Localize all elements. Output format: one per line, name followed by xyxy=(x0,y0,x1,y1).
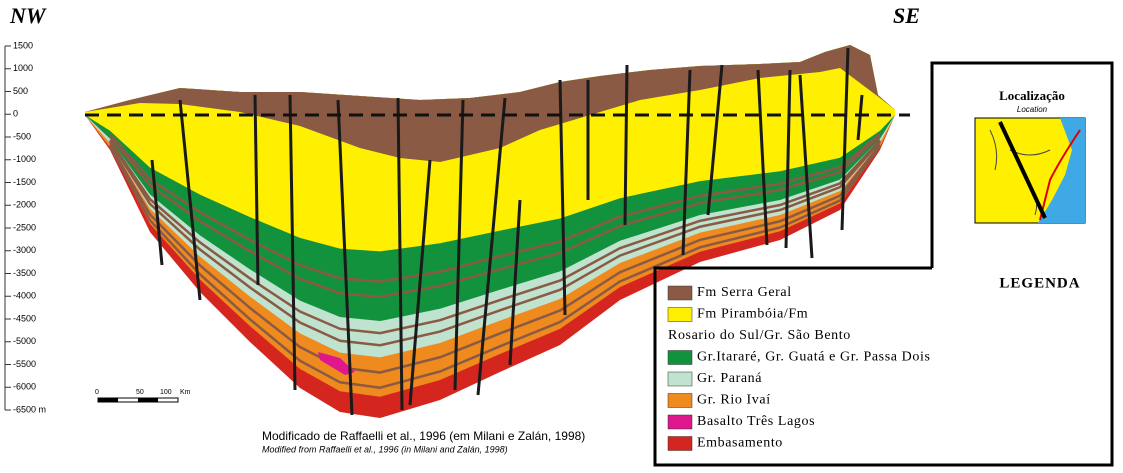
legend-label: Gr.Itararé, Gr. Guatá e Gr. Passa Dois xyxy=(697,350,931,365)
location-map xyxy=(975,118,1085,223)
axis-label: -3000 xyxy=(13,245,36,255)
scale-bar: 0 50 100 Km xyxy=(95,389,191,402)
se-label: SE xyxy=(893,3,920,28)
legend-swatch xyxy=(668,372,692,386)
axis-label: 1500 xyxy=(13,40,33,50)
legend-swatch xyxy=(668,394,692,408)
axis-label: -500 xyxy=(13,131,31,141)
axis-label: 1000 xyxy=(13,63,33,73)
caption-en: Modified from Raffaelli et al., 1996 (in… xyxy=(262,444,508,454)
axis-label: 500 xyxy=(13,86,28,96)
page: NW SE 150010005000-500-1000-1500-2000-25… xyxy=(0,0,1123,473)
axis-label: -3500 xyxy=(13,268,36,278)
location-subtitle: Location xyxy=(1017,105,1048,114)
legend-label: Fm Pirambóia/Fm xyxy=(697,307,808,322)
scale-label: Km xyxy=(180,389,191,396)
scale-label: 50 xyxy=(136,389,144,396)
location-title: Localização xyxy=(999,88,1065,103)
legend: Fm Serra Geral Fm Pirambóia/Fm Rosario do … xyxy=(668,285,931,451)
axis-label: -1500 xyxy=(13,177,36,187)
scale-label: 0 xyxy=(95,389,99,396)
legend-swatch xyxy=(668,308,692,322)
legend-swatch xyxy=(668,286,692,300)
legend-label: Embasamento xyxy=(697,436,783,451)
axis-label: 0 xyxy=(13,109,18,119)
axis-label: -1000 xyxy=(13,154,36,164)
scale-label: 100 xyxy=(160,389,172,396)
legend-label: Basalto Três Lagos xyxy=(697,414,815,429)
axis-label: -4000 xyxy=(13,291,36,301)
axis-label: -2500 xyxy=(13,222,36,232)
legend-swatch xyxy=(668,437,692,451)
legend-label: Gr. Rio Ivaí xyxy=(697,393,771,408)
axis-label: -5000 xyxy=(13,336,36,346)
axis-label: -5500 xyxy=(13,359,36,369)
axis-label: -6000 xyxy=(13,382,36,392)
legend-swatch xyxy=(668,351,692,365)
axis-label: -4500 xyxy=(13,313,36,323)
legend-label: Gr. Paraná xyxy=(697,371,762,386)
depth-axis: 1500 1000 500 0 -500 -1000 -1500 -2000 -2500 -300… xyxy=(5,40,46,414)
nw-label: NW xyxy=(9,3,47,28)
legend-label: Rosario do Sul/Gr. São Bento xyxy=(668,328,851,343)
legend-label: Fm Serra Geral xyxy=(697,285,792,300)
legend-title: LEGENDA xyxy=(999,275,1080,291)
axis-label: -6500 m xyxy=(13,404,46,414)
caption: Modificado de Raffaelli et al., 1996 (em… xyxy=(262,429,585,443)
axis-label: -2000 xyxy=(13,200,36,210)
legend-swatch xyxy=(668,415,692,429)
